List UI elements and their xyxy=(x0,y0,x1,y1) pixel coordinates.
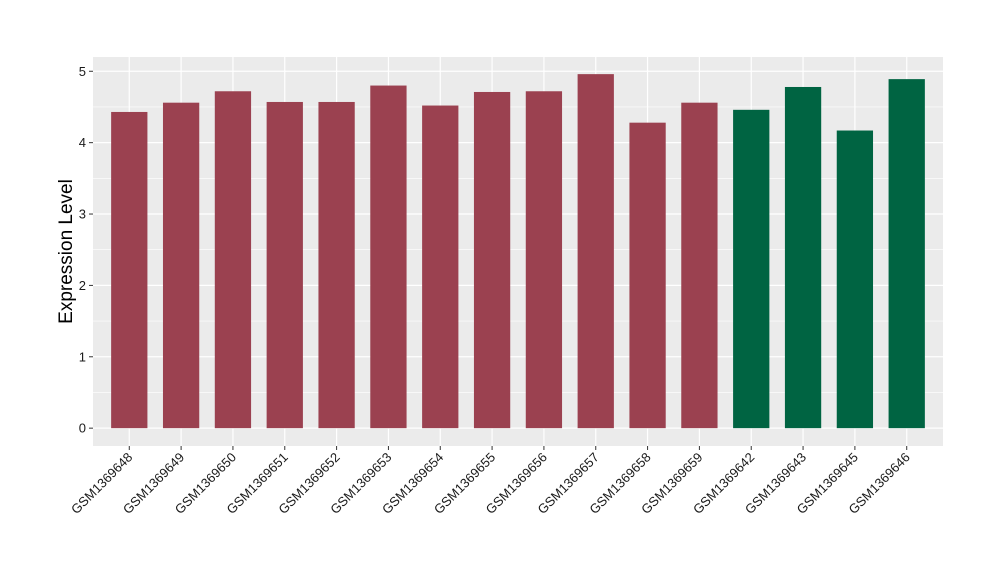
y-tick-label: 5 xyxy=(79,64,86,79)
bar-GSM1369654 xyxy=(422,105,459,429)
bar-GSM1369646 xyxy=(888,79,925,429)
bar-GSM1369649 xyxy=(162,102,200,429)
y-tick-label: 2 xyxy=(79,278,86,293)
bar-GSM1369651 xyxy=(266,101,303,429)
y-tick-label: 0 xyxy=(79,421,86,436)
bar-GSM1369659 xyxy=(681,102,718,429)
y-tick-label: 3 xyxy=(79,207,86,222)
bar-GSM1369643 xyxy=(784,86,822,429)
bar-GSM1369645 xyxy=(836,130,874,429)
y-axis: 0 1 2 3 4 5 xyxy=(79,64,93,436)
bar-GSM1369656 xyxy=(525,91,563,429)
x-axis: GSM1369648GSM1369649GSM1369650GSM1369651… xyxy=(68,446,913,517)
y-tick-label: 4 xyxy=(79,135,86,150)
bar-GSM1369655 xyxy=(473,91,511,429)
bar-GSM1369642 xyxy=(733,109,770,429)
bar-GSM1369658 xyxy=(629,122,666,429)
bars xyxy=(111,74,925,429)
bar-GSM1369653 xyxy=(370,85,407,429)
bar-GSM1369650 xyxy=(214,91,252,429)
y-tick-label: 1 xyxy=(79,349,86,364)
bar-GSM1369648 xyxy=(111,111,148,429)
y-axis-title: Expression Level xyxy=(56,179,77,324)
bar-GSM1369657 xyxy=(577,74,614,429)
bar-GSM1369652 xyxy=(318,101,355,429)
